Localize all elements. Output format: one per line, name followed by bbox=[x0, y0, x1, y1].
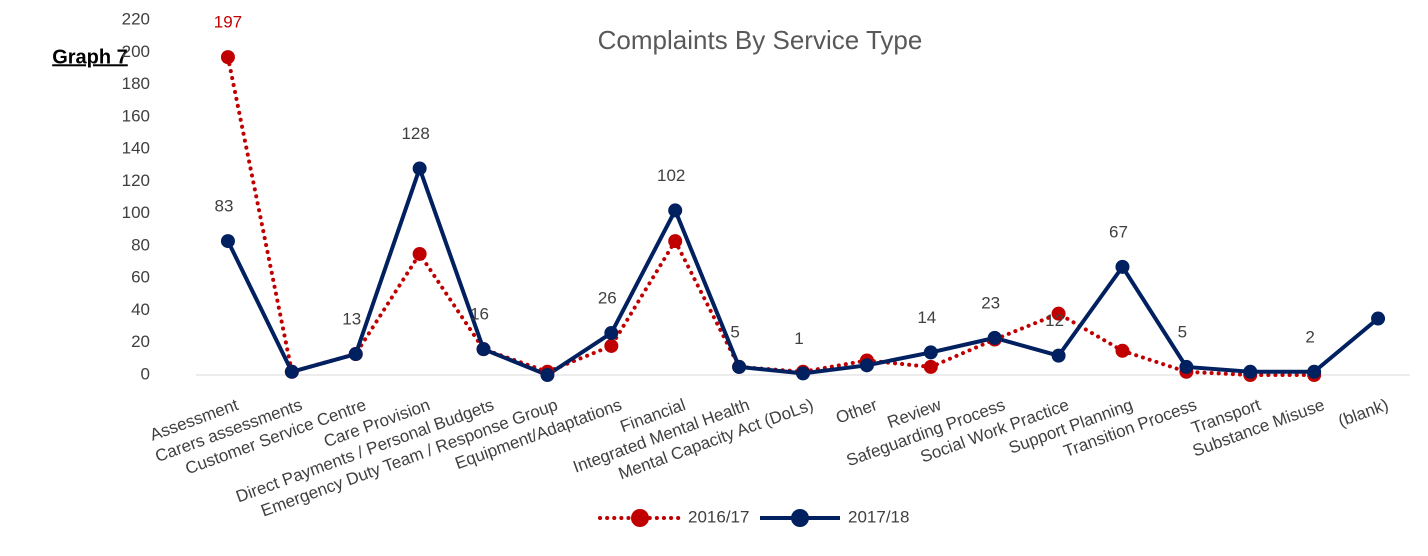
data-label: 26 bbox=[598, 289, 617, 308]
legend-marker bbox=[631, 509, 649, 527]
point bbox=[1115, 343, 1130, 358]
y-tick-label: 80 bbox=[131, 235, 150, 254]
data-label: 5 bbox=[730, 322, 739, 341]
point bbox=[604, 338, 619, 353]
y-tick-label: 100 bbox=[122, 203, 150, 222]
chart-title: Complaints By Service Type bbox=[598, 25, 923, 55]
y-tick-label: 200 bbox=[122, 42, 150, 61]
point bbox=[1243, 364, 1258, 379]
point bbox=[923, 345, 938, 360]
data-label: 1 bbox=[794, 329, 803, 348]
point bbox=[796, 366, 810, 381]
legend-label: 2017/18 bbox=[848, 507, 909, 526]
y-tick-label: 40 bbox=[131, 300, 150, 319]
point bbox=[1371, 311, 1386, 326]
legend-label: 2016/17 bbox=[688, 507, 749, 526]
y-tick-label: 180 bbox=[122, 74, 150, 93]
point bbox=[1115, 259, 1130, 274]
y-tick-label: 0 bbox=[141, 364, 150, 383]
point bbox=[284, 364, 299, 379]
y-tick-label: 220 bbox=[122, 9, 150, 28]
data-label: 128 bbox=[401, 124, 429, 143]
graph-label: Graph 7 bbox=[52, 46, 128, 68]
point bbox=[1051, 348, 1066, 363]
point bbox=[348, 347, 363, 362]
y-tick-label: 120 bbox=[122, 171, 150, 190]
data-label: 67 bbox=[1109, 222, 1128, 241]
y-tick-label: 160 bbox=[122, 106, 150, 125]
data-label: 2 bbox=[1305, 327, 1314, 346]
point bbox=[220, 50, 235, 65]
data-label: 12 bbox=[1045, 311, 1064, 330]
point bbox=[412, 246, 427, 261]
y-tick-label: 60 bbox=[131, 268, 150, 287]
point bbox=[859, 358, 874, 373]
point bbox=[668, 203, 683, 218]
point bbox=[540, 368, 555, 382]
point bbox=[732, 359, 747, 374]
data-label: 23 bbox=[981, 293, 1000, 312]
point bbox=[220, 234, 235, 249]
data-label: 16 bbox=[470, 305, 489, 324]
y-tick-label: 140 bbox=[122, 139, 150, 158]
y-tick-label: 20 bbox=[131, 332, 150, 351]
series-line bbox=[225, 55, 1317, 377]
data-label: 13 bbox=[342, 310, 361, 329]
point bbox=[412, 161, 427, 176]
point bbox=[1307, 364, 1322, 379]
point bbox=[476, 342, 491, 357]
point bbox=[1051, 306, 1066, 321]
point bbox=[987, 330, 1002, 345]
data-label: 14 bbox=[917, 308, 936, 327]
data-label: 102 bbox=[657, 166, 685, 185]
data-label: 5 bbox=[1178, 322, 1187, 341]
data-label: 83 bbox=[214, 197, 233, 216]
x-tick-label: (blank) bbox=[1336, 395, 1391, 431]
legend-marker bbox=[791, 509, 809, 527]
point bbox=[604, 326, 619, 341]
point bbox=[1179, 359, 1194, 374]
point bbox=[668, 234, 683, 249]
x-tick-label: Other bbox=[833, 395, 880, 428]
point bbox=[923, 359, 938, 374]
data-label: 197 bbox=[214, 13, 242, 32]
